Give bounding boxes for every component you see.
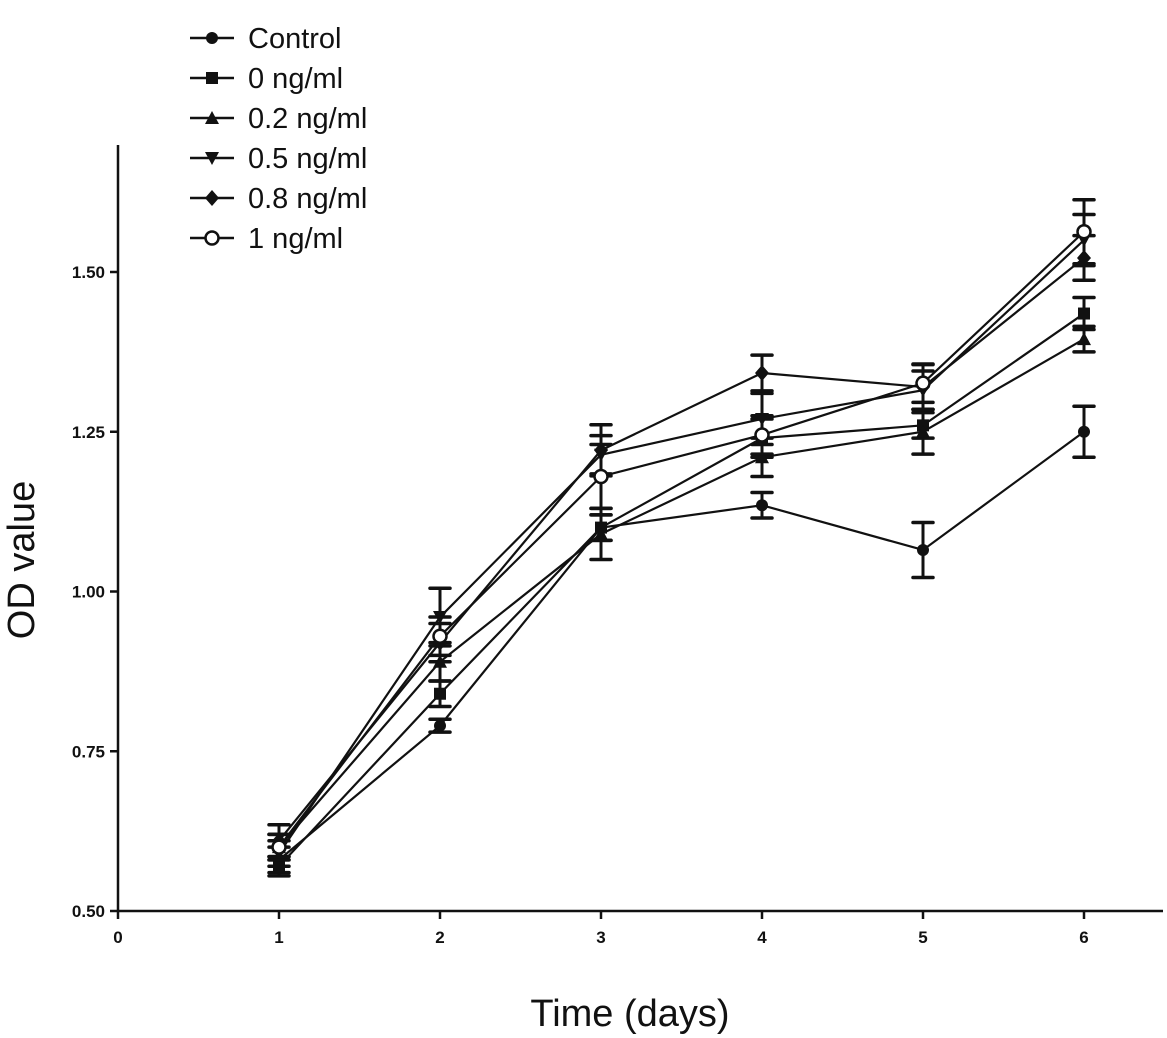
data-point <box>754 427 770 443</box>
y-tick-label: 0.75 <box>72 742 105 761</box>
legend-item: 0.8 ng/ml <box>190 183 367 215</box>
data-point <box>755 364 769 381</box>
x-tick-label: 1 <box>274 928 283 947</box>
legend-item: 1 ng/ml <box>190 223 343 255</box>
series-0-ng-ml <box>267 295 1096 878</box>
data-point <box>1076 223 1092 240</box>
data-point <box>434 687 446 700</box>
legend-label: 0 ng/ml <box>248 63 343 95</box>
legend-label: 1 ng/ml <box>248 223 343 255</box>
data-point <box>1078 425 1090 438</box>
series-0-2-ng-ml <box>267 324 1096 862</box>
series-line <box>278 430 1085 861</box>
legend: Control 0 ng/ml 0.2 ng/ml 0.5 ng/ml 0.8 ng/m… <box>190 23 367 255</box>
legend-marker <box>205 190 219 206</box>
data-point <box>756 499 768 512</box>
x-tick-label: 4 <box>757 928 767 947</box>
legend-label: 0.5 ng/ml <box>248 143 367 175</box>
x-tick-label: 2 <box>435 928 444 947</box>
legend-marker <box>205 152 219 165</box>
data-point <box>755 450 769 464</box>
legend-marker <box>204 230 220 246</box>
series-line <box>278 230 1085 848</box>
series-control <box>267 404 1096 875</box>
data-point <box>594 526 608 540</box>
y-tick-label: 0.50 <box>72 902 105 921</box>
data-point <box>271 839 287 855</box>
data-point <box>915 375 931 391</box>
x-tick-label: 3 <box>596 928 605 947</box>
x-tick-label: 6 <box>1079 928 1088 947</box>
x-axis-label: Time (days) <box>530 993 729 1035</box>
data-point <box>916 424 930 438</box>
series-line <box>278 312 1085 868</box>
x-tick-label: 0 <box>113 928 122 947</box>
legend-item: Control <box>190 23 342 55</box>
series-0-5-ng-ml <box>267 212 1096 869</box>
legend-label: 0.8 ng/ml <box>248 183 367 215</box>
series-1-ng-ml <box>267 198 1096 862</box>
series-line <box>278 338 1085 848</box>
data-point <box>1077 332 1091 346</box>
series-line <box>278 239 1085 855</box>
data-point <box>593 468 609 485</box>
data-point <box>917 543 929 556</box>
data-point <box>434 719 446 732</box>
legend-marker <box>206 72 218 84</box>
legend-label: Control <box>248 23 342 55</box>
series-0-8-ng-ml <box>267 233 1096 859</box>
series-line <box>278 257 1085 842</box>
legend-marker <box>206 32 218 44</box>
axes: 0.50 0.75 1.00 1.25 1.50 0 1 2 3 4 5 6 <box>72 145 1163 947</box>
data-point <box>432 628 448 644</box>
legend-marker <box>205 111 219 124</box>
y-tick-label: 1.00 <box>72 583 105 602</box>
legend-item: 0 ng/ml <box>190 63 343 95</box>
x-tick-label: 5 <box>918 928 927 947</box>
legend-item: 0.2 ng/ml <box>190 103 367 135</box>
y-tick-label: 1.50 <box>72 263 105 282</box>
legend-item: 0.5 ng/ml <box>190 143 367 175</box>
y-axis-label: OD value <box>1 481 43 639</box>
series-group <box>267 198 1096 878</box>
data-point <box>1078 307 1090 320</box>
legend-label: 0.2 ng/ml <box>248 103 367 135</box>
y-tick-label: 1.25 <box>72 423 105 442</box>
